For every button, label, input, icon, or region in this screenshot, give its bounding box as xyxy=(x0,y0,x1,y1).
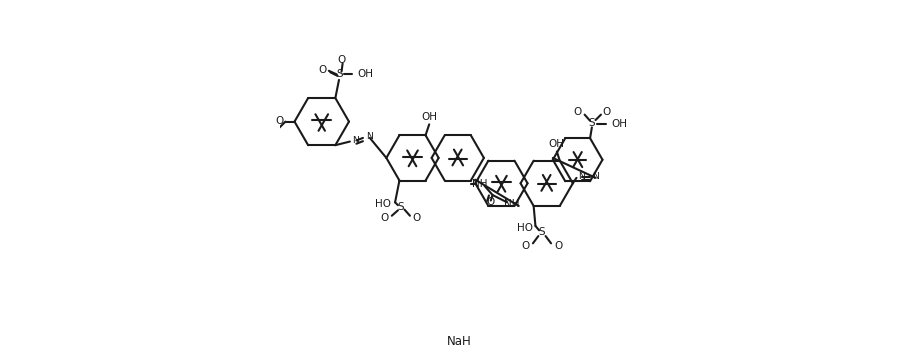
Text: O: O xyxy=(574,107,582,117)
Text: O: O xyxy=(275,115,283,126)
Text: NaH: NaH xyxy=(448,335,472,348)
Text: S: S xyxy=(589,118,595,128)
Text: HO: HO xyxy=(517,223,533,233)
Text: O: O xyxy=(603,107,611,117)
Text: N: N xyxy=(592,172,599,181)
Text: N: N xyxy=(366,132,373,141)
Text: NH: NH xyxy=(504,199,520,209)
Text: S: S xyxy=(398,202,404,212)
Text: N: N xyxy=(579,172,585,181)
Text: O: O xyxy=(413,213,421,223)
Text: O: O xyxy=(486,197,495,207)
Text: NH: NH xyxy=(473,179,487,189)
Text: OH: OH xyxy=(421,112,438,122)
Text: HO: HO xyxy=(376,199,391,209)
Text: O: O xyxy=(554,241,562,250)
Text: OH: OH xyxy=(357,69,373,79)
Text: S: S xyxy=(539,228,545,237)
Text: OH: OH xyxy=(549,139,565,149)
Text: O: O xyxy=(380,213,389,223)
Text: N: N xyxy=(352,136,358,145)
Text: S: S xyxy=(336,69,343,79)
Text: O: O xyxy=(521,241,530,250)
Text: OH: OH xyxy=(611,119,627,129)
Text: O: O xyxy=(318,65,327,75)
Text: O: O xyxy=(338,55,345,65)
